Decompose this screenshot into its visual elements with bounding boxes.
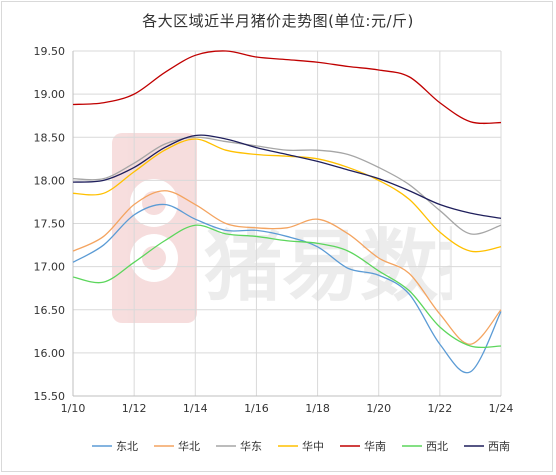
- legend-label: 华北: [178, 439, 200, 453]
- series-line-2: [72, 190, 502, 345]
- y-tick-label: 15.50: [34, 390, 66, 403]
- y-tick-label: 17.00: [34, 261, 66, 274]
- x-tick-label: 1/22: [428, 402, 453, 415]
- legend-label: 西南: [488, 440, 510, 453]
- x-tick-label: 1/10: [61, 402, 86, 415]
- series-line-3: [72, 136, 502, 235]
- x-tick-label: 1/14: [183, 402, 208, 415]
- y-tick-label: 18.00: [34, 174, 66, 187]
- series-lines: [72, 50, 502, 374]
- x-tick-label: 1/18: [305, 402, 330, 415]
- gridlines: [72, 50, 502, 397]
- y-tick-label: 18.50: [34, 131, 66, 144]
- x-tick-label: 1/12: [122, 402, 147, 415]
- x-tick-label: 1/24: [489, 402, 514, 415]
- y-tick-label: 19.50: [34, 45, 66, 58]
- legend-label: 华东: [240, 439, 262, 453]
- legend: 东北 华北 华东 华中 华南 西北 西南: [92, 439, 510, 453]
- legend-label: 西北: [426, 440, 448, 453]
- y-tick-label: 16.00: [34, 347, 66, 360]
- series-line-1: [72, 203, 502, 374]
- legend-label: 华中: [302, 439, 324, 453]
- legend-label: 华南: [364, 439, 386, 453]
- chart-title: 各大区域近半月猪价走势图(单位:元/斤): [142, 12, 414, 30]
- x-tick-label: 1/16: [244, 402, 269, 415]
- series-line-7: [72, 134, 502, 219]
- legend-label: 东北: [116, 440, 138, 453]
- series-line-6: [72, 224, 502, 349]
- x-tick-label: 1/20: [366, 402, 391, 415]
- y-tick-label: 16.50: [34, 304, 66, 317]
- axes: 15.50 16.00 16.50 17.00 17.50 18.00 18.50 19.00…: [34, 45, 514, 415]
- y-tick-label: 17.50: [34, 218, 66, 231]
- series-line-4: [72, 138, 502, 253]
- series-line-5: [72, 50, 502, 125]
- y-tick-label: 19.00: [34, 88, 66, 101]
